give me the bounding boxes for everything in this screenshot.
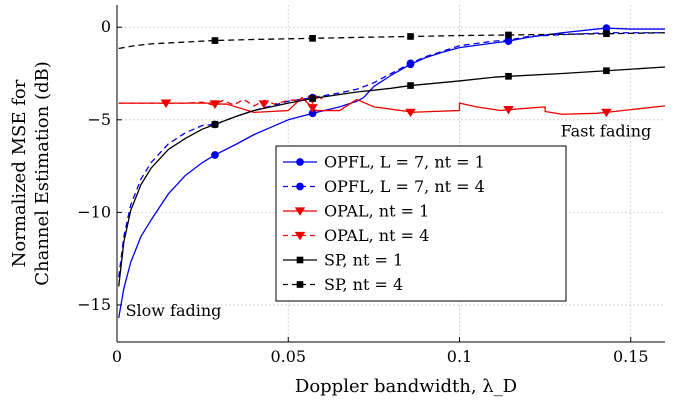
- series-line: [118, 32, 666, 50]
- legend: OPFL, L = 7, nt = 1 OPFL, L = 7, nt = 4 OP…: [275, 145, 567, 302]
- x-tick-label: 0.05: [270, 347, 306, 366]
- data-point-marker: [603, 30, 610, 38]
- data-point-marker: [211, 37, 219, 44]
- legend-label: SP, nt = 4: [324, 275, 403, 294]
- x-tick-label: 0.1: [447, 347, 472, 366]
- legend-box: [275, 145, 567, 302]
- data-point-marker: [308, 109, 317, 118]
- data-point-marker: [603, 67, 610, 75]
- legend-label: OPFL, L = 7, nt = 4: [324, 177, 485, 196]
- data-point-marker: [160, 99, 172, 108]
- data-point-marker: [406, 59, 415, 68]
- legend-label: SP, nt = 1: [324, 251, 403, 270]
- series-sp-n-t-1: [118, 66, 666, 287]
- data-point-marker: [503, 105, 514, 115]
- data-point-marker: [211, 151, 219, 159]
- data-point-marker: [307, 104, 318, 113]
- data-point-marker: [405, 108, 416, 118]
- data-point-marker: [407, 82, 414, 89]
- data-point-marker: [294, 231, 306, 241]
- tick-labels: 0 0.05 0.1 0.15 0 −5 −10 −15: [77, 17, 648, 366]
- data-point-marker: [296, 158, 304, 166]
- data-point-marker: [601, 108, 612, 118]
- y-tick-label: −10: [77, 202, 111, 221]
- x-axis-title: Doppler bandwidth, λ_D: [295, 376, 517, 397]
- legend-entry-opal-n-t-4: OPAL, nt = 4: [283, 226, 429, 245]
- y-axis-title-line2: Channel Estimation (dB): [32, 61, 53, 286]
- annotation-slow-fading: Slow fading: [126, 301, 222, 320]
- legend-label: OPAL, nt = 4: [324, 226, 429, 245]
- legend-entry-opfl-l-7-n-t-4: OPFL, L = 7, nt = 4: [283, 177, 485, 196]
- x-tick-label: 0.15: [613, 347, 649, 366]
- data-point-marker: [258, 100, 270, 109]
- legend-entry-opal-n-t-1: OPAL, nt = 1: [283, 202, 429, 221]
- legend-label: OPFL, L = 7, nt = 1: [324, 153, 485, 172]
- data-point-marker: [309, 95, 316, 102]
- legend-entry-sp-n-t-1: SP, nt = 1: [283, 251, 403, 270]
- data-point-marker: [296, 182, 304, 191]
- data-point-marker: [505, 31, 512, 39]
- y-tick-label: 0: [101, 17, 111, 36]
- data-point-marker: [211, 121, 219, 128]
- series-sp-n-t-4: [118, 30, 666, 50]
- data-point-marker: [296, 281, 304, 288]
- data-point-marker: [296, 256, 304, 264]
- data-point-marker: [505, 72, 512, 80]
- x-tick-label: 0: [112, 347, 122, 366]
- data-point-marker: [407, 33, 414, 40]
- data-point-marker: [309, 35, 316, 42]
- y-axis-title-line1: Normalized MSE for: [9, 79, 30, 267]
- series-line: [118, 27, 665, 319]
- y-tick-label: −15: [77, 295, 111, 314]
- axes: [116, 5, 665, 343]
- plot-series: [118, 24, 666, 319]
- data-point-marker: [209, 100, 221, 109]
- series-line: [118, 97, 323, 107]
- legend-entry-sp-n-t-4: SP, nt = 4: [283, 275, 403, 294]
- annotation-fast-fading: Fast fading: [561, 121, 652, 140]
- data-point-marker: [294, 207, 306, 216]
- legend-label: OPAL, nt = 1: [324, 202, 429, 221]
- legend-entry-opfl-l-7-n-t-1: OPFL, L = 7, nt = 1: [283, 153, 485, 172]
- series-line: [118, 66, 666, 287]
- y-tick-label: −5: [87, 110, 111, 129]
